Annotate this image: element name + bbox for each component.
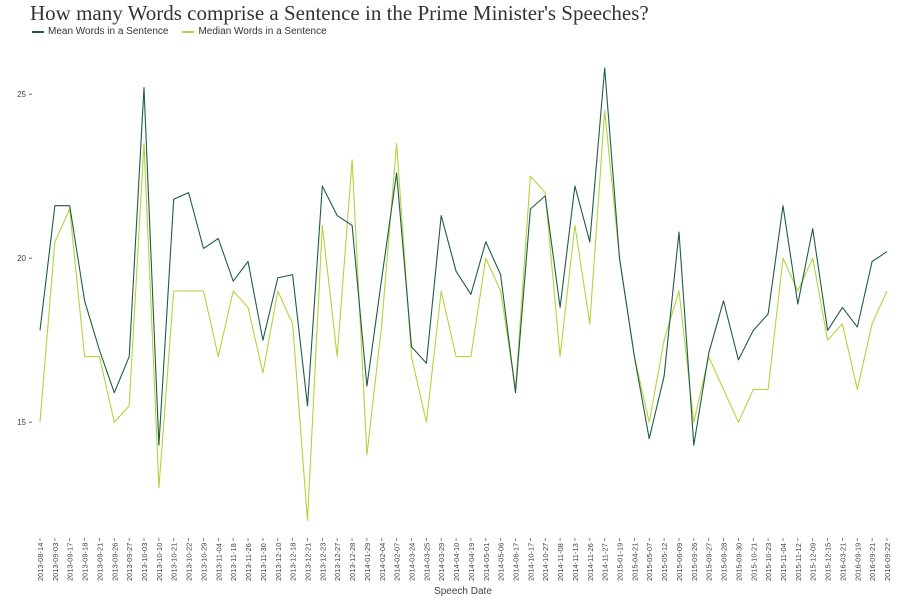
x-tick-label: 2014-01-29: [363, 543, 372, 581]
x-tick-label: 2014-03-25: [422, 543, 431, 581]
x-tick-label: 2016-03-21: [838, 543, 847, 581]
x-tick-label: 2015-05-07: [645, 543, 654, 581]
x-tick-label: 2015-06-09: [675, 543, 684, 581]
x-tick-label: 2014-04-19: [467, 543, 476, 581]
x-tick-label: 2014-11-26: [586, 543, 595, 581]
x-tick-label: 2013-09-21: [95, 543, 104, 581]
x-tick-label: 2015-01-19: [616, 543, 625, 581]
x-tick-label: 2016-09-21: [868, 543, 877, 581]
x-tick-label: 2013-09-26: [110, 543, 119, 581]
x-tick-label: 2013-11-30: [259, 543, 268, 581]
x-tick-label: 2013-12-23: [318, 543, 327, 581]
x-tick-label: 2014-11-13: [571, 543, 580, 581]
x-tick-label: 2014-05-06: [497, 543, 506, 581]
x-tick-label: 2015-04-21: [630, 543, 639, 581]
x-tick-label: 2013-11-18: [229, 543, 238, 581]
chart-title: How many Words comprise a Sentence in th…: [30, 1, 649, 25]
legend: Mean Words in a Sentence Median Words in…: [32, 26, 327, 37]
legend-swatch-mean: [32, 30, 44, 33]
x-tick-label: 2015-11-12: [794, 543, 803, 581]
legend-label-mean: Mean Words in a Sentence: [48, 26, 169, 37]
series-line-mean: [39, 67, 888, 446]
y-tick-label: 20: [17, 254, 26, 263]
x-tick-label: 2013-10-21: [170, 543, 179, 581]
x-tick-label: 2015-10-21: [749, 543, 758, 581]
x-tick-label: 2015-09-28: [720, 543, 729, 581]
x-tick-label: 2014-03-29: [437, 543, 446, 581]
x-tick-label: 2014-11-27: [601, 543, 610, 581]
x-tick-label: 2014-06-17: [512, 543, 521, 581]
series-line-median: [39, 110, 888, 522]
x-tick-label: 2013-12-18: [289, 543, 298, 581]
x-tick-label: 2014-03-24: [407, 543, 416, 581]
x-tick-label: 2013-10-29: [199, 543, 208, 581]
x-tick-label: 2015-09-30: [734, 543, 743, 581]
x-tick-label: 2013-10-03: [140, 543, 149, 581]
legend-label-median: Median Words in a Sentence: [198, 26, 327, 37]
x-tick-label: 2013-12-10: [274, 543, 283, 581]
legend-item-median: Median Words in a Sentence: [182, 26, 327, 37]
x-tick-label: 2013-12-28: [348, 543, 357, 581]
x-tick-label: 2014-04-10: [452, 543, 461, 581]
y-axis: 15 20 25: [17, 90, 32, 427]
x-tick-label: 2015-09-27: [705, 543, 714, 581]
x-tick-label: 2013-12-21: [303, 543, 312, 581]
x-tick-label: 2013-09-18: [81, 543, 90, 581]
x-tick-label: 2014-11-08: [556, 543, 565, 581]
x-tick-label: 2013-12-27: [333, 543, 342, 581]
x-tick-label: 2013-11-26: [244, 543, 253, 581]
x-tick-label: 2013-10-22: [185, 543, 194, 581]
x-tick-label: 2015-11-04: [779, 543, 788, 581]
x-tick-label: 2016-09-22: [883, 543, 892, 581]
x-tick-label: 2013-11-04: [214, 543, 223, 581]
legend-item-mean: Mean Words in a Sentence: [32, 26, 168, 37]
x-tick-label: 2014-02-04: [378, 543, 387, 581]
x-tick-label: 2014-05-01: [482, 543, 491, 581]
x-tick-label: 2015-12-09: [809, 543, 818, 581]
x-tick-label: 2013-09-03: [51, 543, 60, 581]
x-tick-label: 2016-09-19: [853, 543, 862, 581]
x-tick-label: 2014-10-17: [526, 543, 535, 581]
x-tick-label: 2014-02-07: [393, 543, 402, 581]
x-axis: 2013-08-14 2013-09-03 2013-09-17 2013-09-18…: [36, 538, 892, 581]
x-tick-label: 2015-10-23: [764, 543, 773, 581]
x-tick-label: 2013-09-27: [125, 543, 134, 581]
x-tick-label: 2013-08-14: [36, 543, 45, 581]
x-tick-label: 2015-09-26: [690, 543, 699, 581]
y-tick-label: 25: [17, 90, 26, 99]
x-tick-label: 2013-09-17: [66, 543, 75, 581]
x-tick-label: 2015-05-12: [660, 543, 669, 581]
y-tick-label: 15: [17, 418, 26, 427]
x-tick-label: 2013-10-10: [155, 543, 164, 581]
series-layer: [39, 67, 888, 522]
x-tick-label: 2015-12-15: [824, 543, 833, 581]
legend-swatch-median: [182, 30, 195, 33]
x-axis-title: Speech Date: [434, 586, 492, 597]
x-tick-label: 2014-10-27: [541, 543, 550, 581]
